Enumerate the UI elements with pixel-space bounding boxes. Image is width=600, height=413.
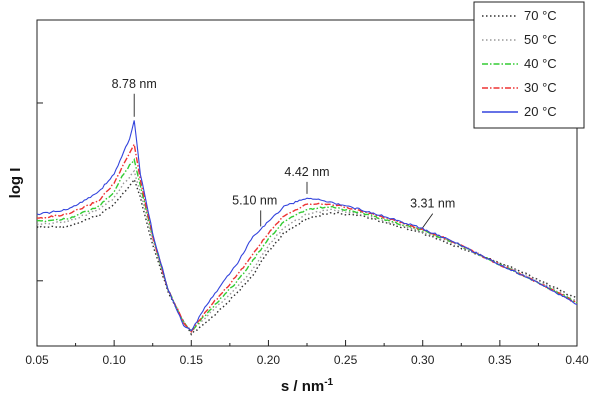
legend-label: 30 °C	[524, 80, 557, 95]
series-line	[36, 157, 578, 332]
series-line	[37, 142, 578, 334]
annotation-label: 4.42 nm	[284, 165, 329, 179]
legend-items: 70 °C 50 °C 40 °C 30 °C 20 °C	[482, 8, 557, 119]
x-tick-label: 0.05	[25, 353, 49, 367]
legend-label: 50 °C	[524, 32, 557, 47]
x-tick-label: 0.10	[102, 353, 126, 367]
x-axis-title-text: s / nm	[281, 378, 324, 395]
y-axis-ticks	[37, 102, 43, 282]
x-axis-ticks: 0.05 0.10 0.15 0.20 0.25 0.30 0.35 0.40	[25, 340, 589, 367]
x-axis-title-superscript: -1	[324, 377, 333, 388]
y-axis-title: log I	[7, 168, 24, 199]
legend-box	[473, 1, 585, 129]
annotation-label: 8.78 nm	[112, 77, 157, 91]
legend-label: 40 °C	[524, 56, 557, 71]
x-tick-label: 0.30	[411, 353, 435, 367]
annotation-label: 3.31 nm	[410, 197, 455, 211]
x-tick-label: 0.40	[565, 353, 589, 367]
x-tick-label: 0.35	[488, 353, 512, 367]
annotation-label: 5.10 nm	[232, 193, 277, 207]
series-line	[36, 169, 578, 333]
legend-label: 70 °C	[524, 8, 557, 23]
annotations: 8.78 nm 5.10 nm 4.42 nm 3.31 nm	[112, 77, 455, 228]
series-lines	[36, 120, 578, 336]
annotation-pointer	[422, 213, 434, 228]
series-line	[36, 177, 578, 336]
x-axis-title: s / nm-1	[281, 377, 334, 395]
x-tick-label: 0.20	[257, 353, 281, 367]
legend-label: 20 °C	[524, 104, 557, 119]
series-line	[36, 120, 578, 332]
legend: 70 °C 50 °C 40 °C 30 °C 20 °C	[473, 1, 585, 129]
x-tick-label: 0.25	[334, 353, 358, 367]
x-tick-label: 0.15	[180, 353, 204, 367]
